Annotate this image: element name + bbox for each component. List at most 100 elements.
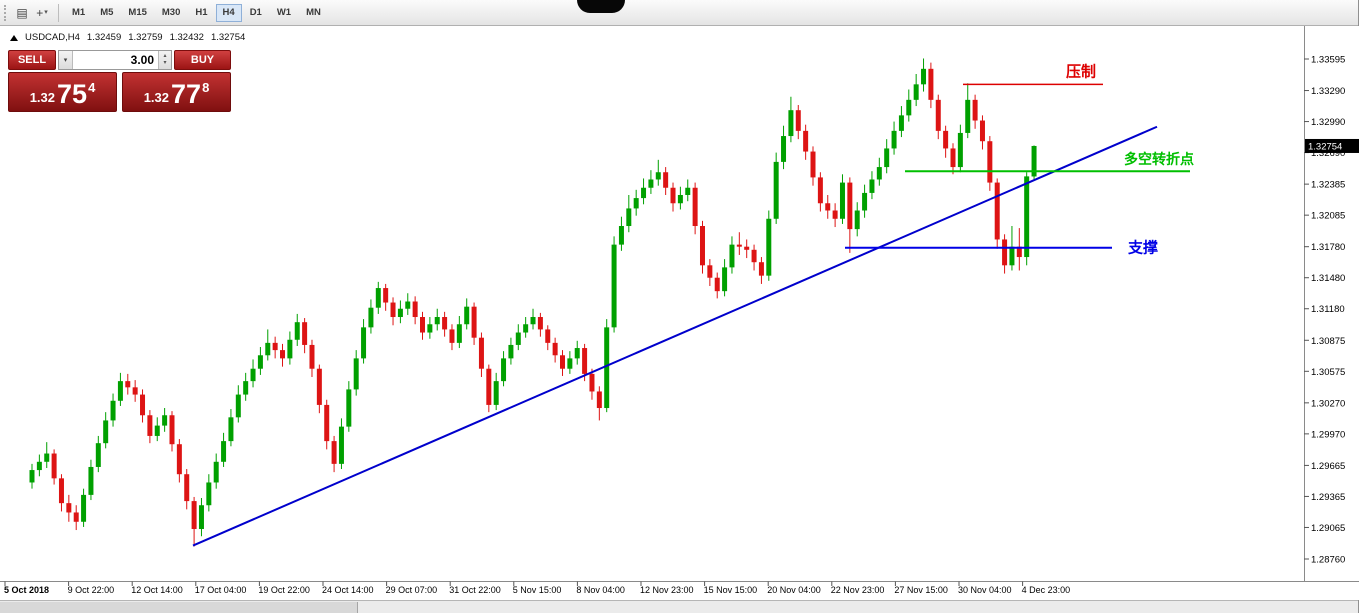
candle-down <box>663 172 669 188</box>
one-click-trading-panel: SELL ▾ 3.00 ▴ ▾ BUY 1.32 75 4 1.32 77 8 <box>8 50 231 112</box>
timeframe-m1[interactable]: M1 <box>65 4 92 22</box>
candle-up <box>884 148 890 168</box>
time-axis-label: 8 Nov 04:00 <box>576 585 625 595</box>
sell-price-display[interactable]: 1.32 75 4 <box>8 72 117 112</box>
candle-down <box>390 302 396 318</box>
timeframe-mn[interactable]: MN <box>299 4 328 22</box>
candle-up <box>876 167 882 180</box>
low-value: 1.32432 <box>169 32 204 43</box>
candle-down <box>191 501 197 530</box>
candle-down <box>486 368 492 405</box>
timeframe-h1[interactable]: H1 <box>188 4 214 22</box>
candle-down <box>751 249 757 263</box>
timeframe-m5[interactable]: M5 <box>93 4 120 22</box>
candle-up <box>788 110 794 137</box>
lot-size-field[interactable]: ▾ 3.00 ▴ ▾ <box>58 50 172 70</box>
price-axis-label: 1.29365 <box>1311 492 1345 503</box>
lot-size-value[interactable]: 3.00 <box>130 53 154 67</box>
candle-up <box>162 415 168 426</box>
candle-up <box>250 368 256 382</box>
candle-up <box>677 194 683 204</box>
candle-up <box>287 339 293 359</box>
trendline[interactable] <box>192 125 1158 547</box>
candle-up <box>618 226 624 245</box>
timeframe-h4[interactable]: H4 <box>215 3 242 22</box>
sell-price-big: 75 <box>57 79 88 110</box>
new-chart-icon[interactable]: ▤ <box>12 3 32 23</box>
time-axis-label: 20 Nov 04:00 <box>767 585 821 595</box>
candle-down <box>825 203 831 211</box>
candle-up <box>869 179 875 193</box>
candle-up <box>515 332 521 345</box>
price-axis-label: 1.30875 <box>1311 336 1345 347</box>
lot-dropdown-icon[interactable]: ▾ <box>59 51 73 69</box>
candle-up <box>110 400 116 421</box>
price-axis-label: 1.32690 <box>1311 148 1345 159</box>
candle-up <box>839 182 845 219</box>
candle-down <box>832 210 838 219</box>
candle-up <box>353 358 359 390</box>
time-axis-label: 15 Nov 15:00 <box>704 585 758 595</box>
close-value: 1.32754 <box>210 32 246 43</box>
candle-down <box>736 244 742 247</box>
candle-up <box>722 267 728 292</box>
candle-up <box>854 210 860 230</box>
candle-down <box>125 381 131 388</box>
price-axis-label: 1.29665 <box>1311 461 1345 472</box>
timeframe-d1[interactable]: D1 <box>243 4 269 22</box>
candle-down <box>66 503 72 513</box>
timeframe-m30[interactable]: M30 <box>155 4 187 22</box>
high-value: 1.32759 <box>128 32 163 43</box>
candle-down <box>280 350 286 359</box>
candle-up <box>633 198 639 209</box>
candle-up <box>265 342 271 356</box>
cursor-tools-dropdown[interactable]: + ▾ <box>32 3 52 23</box>
open-value: 1.32459 <box>86 32 122 43</box>
crosshair-icon: + <box>36 5 44 20</box>
candle-up <box>361 327 367 359</box>
candlestick-chart-canvas[interactable]: 1.33595 1.33290 1.32990 1.32690 1.32385 1.320… <box>0 26 1359 600</box>
candle-down <box>582 348 588 374</box>
buy-button[interactable]: BUY <box>174 50 231 70</box>
candle-up <box>294 322 300 340</box>
candle-down <box>935 99 941 131</box>
candle-up <box>29 470 35 483</box>
candle-up <box>368 307 374 328</box>
candle-down <box>383 288 389 303</box>
candle-down <box>442 317 448 330</box>
time-axis-label: 12 Oct 14:00 <box>131 585 183 595</box>
candle-up <box>243 381 249 395</box>
candle-down <box>140 394 146 416</box>
candle-up <box>567 358 573 369</box>
candle-up <box>604 327 610 409</box>
candle-up <box>88 466 94 495</box>
overlay-artifact-semicircle <box>577 0 625 13</box>
toolbar: ▤ + ▾ M1 M5 M15 M30 H1 H4 D1 W1 MN <box>0 0 1358 26</box>
candle-down <box>950 148 956 168</box>
current-price-text: 1.32754 <box>1308 141 1342 152</box>
time-axis-label: 17 Oct 04:00 <box>195 585 247 595</box>
sell-button[interactable]: SELL <box>8 50 56 70</box>
candle-down <box>847 182 853 230</box>
candle-up <box>206 482 212 506</box>
candle-up <box>493 381 499 405</box>
timeframe-m15[interactable]: M15 <box>121 4 153 22</box>
price-axis-label: 1.31180 <box>1311 304 1345 315</box>
lot-spinner[interactable]: ▴ ▾ <box>158 51 171 69</box>
candle-up <box>228 417 234 442</box>
sell-price-pip: 4 <box>88 80 96 95</box>
buy-price-display[interactable]: 1.32 77 8 <box>122 72 231 112</box>
price-axis-label: 1.29065 <box>1311 523 1345 534</box>
price-axis-label: 1.29970 <box>1311 429 1345 440</box>
horizontal-scrollbar[interactable] <box>0 600 1358 613</box>
candle-down <box>1016 246 1022 258</box>
candle-down <box>73 512 79 522</box>
scrollbar-thumb[interactable] <box>0 602 358 613</box>
candle-down <box>412 301 418 318</box>
timeframe-w1[interactable]: W1 <box>270 4 298 22</box>
price-axis-label: 1.31480 <box>1311 273 1345 284</box>
candle-up <box>1031 145 1037 177</box>
candle-up <box>434 317 440 325</box>
candle-up <box>773 161 779 219</box>
candle-down <box>132 387 138 395</box>
